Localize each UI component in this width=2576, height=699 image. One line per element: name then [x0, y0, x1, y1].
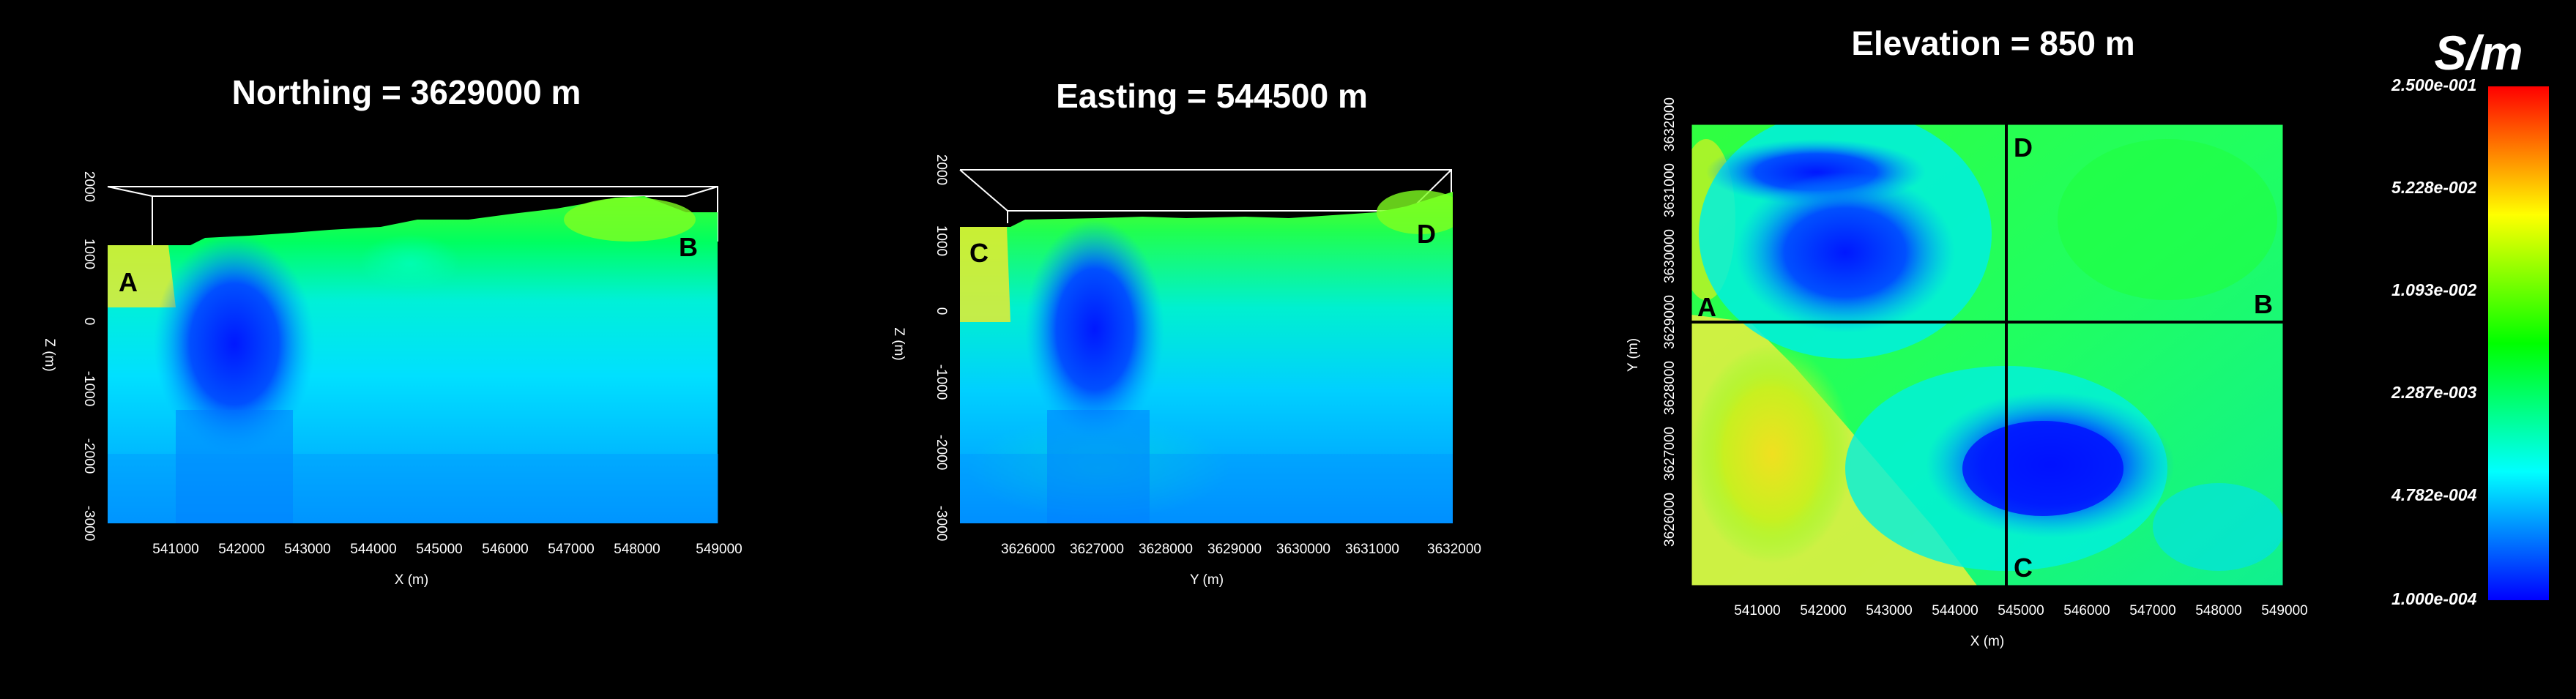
x-tick-label: 3627000	[1070, 542, 1124, 557]
panel-elevation-map: Elevation = 850 m A B C D 3626000	[1626, 24, 2308, 649]
profile-end-label-b: B	[679, 232, 698, 262]
y-tick-label: 3629000	[1662, 295, 1678, 349]
y-tick-label: 3628000	[1662, 361, 1678, 415]
x-tick-label: 543000	[1866, 603, 1912, 618]
x-tick-label: 545000	[416, 542, 462, 557]
y-tick-label: -2000	[934, 435, 949, 471]
x-tick-label: 547000	[548, 542, 594, 557]
colorbar-tick-label: 1.093e-002	[2391, 280, 2477, 299]
x-tick-label: 3632000	[1427, 542, 1481, 557]
colorbar-tick-label: 4.782e-004	[2391, 485, 2477, 504]
panel1-x-ticks: 541000 542000 543000 544000 545000 54600…	[152, 542, 742, 557]
y-tick-label: 3632000	[1662, 97, 1678, 152]
x-tick-label: 541000	[1734, 603, 1780, 618]
panel3-map-frame	[1691, 124, 2284, 586]
x-tick-label: 3631000	[1345, 542, 1399, 557]
panel2-x-axis-label: Y (m)	[1190, 572, 1224, 588]
x-tick-label: 548000	[2195, 603, 2241, 618]
x-tick-label: 545000	[1998, 603, 2044, 618]
y-tick-label: 3631000	[1662, 163, 1678, 217]
panel2-box-outline	[960, 169, 1452, 212]
map-label-c: C	[2014, 553, 2033, 583]
profile-end-label-d: D	[1417, 219, 1436, 249]
panel3-y-ticks: 3626000 3627000 3628000 3629000 3630000 …	[1662, 97, 1678, 547]
panel3-x-axis-label: X (m)	[1970, 634, 2004, 649]
colorbar-tick-label: 5.228e-002	[2391, 178, 2477, 197]
x-tick-label: 3630000	[1276, 542, 1330, 557]
panel1-y-ticks: 2000 1000 0 -1000 -2000 -3000	[81, 171, 97, 541]
panel2-y-ticks: 2000 1000 0 -1000 -2000 -3000	[934, 154, 949, 541]
x-tick-label: 547000	[2129, 603, 2175, 618]
x-tick-label: 544000	[350, 542, 396, 557]
y-tick-label: 2000	[81, 171, 97, 202]
y-tick-label: 3630000	[1662, 229, 1678, 283]
map-label-b: B	[2254, 289, 2273, 319]
colorbar-gradient	[2488, 86, 2549, 600]
panel3-x-ticks: 541000 542000 543000 544000 545000 54600…	[1734, 603, 2307, 618]
x-tick-label: 546000	[482, 542, 528, 557]
x-tick-label: 544000	[1932, 603, 1978, 618]
y-tick-label: -1000	[934, 365, 949, 400]
panel1-title: Northing = 3629000 m	[232, 73, 581, 111]
profile-end-label-c: C	[969, 238, 989, 268]
x-tick-label: 549000	[696, 542, 742, 557]
x-tick-label: 546000	[2063, 603, 2110, 618]
y-tick-label: 3626000	[1662, 493, 1678, 547]
y-tick-label: 3627000	[1662, 427, 1678, 481]
panel1-x-axis-label: X (m)	[395, 572, 428, 588]
x-tick-label: 3628000	[1139, 542, 1193, 557]
y-tick-label: -3000	[81, 506, 97, 542]
colorbar-unit: S/m	[2434, 26, 2523, 80]
panel-easting-section: Easting = 544500 m 2000 1000 0 -1000 -20…	[891, 77, 1481, 588]
panel3-y-axis-label: Y (m)	[1626, 338, 1641, 372]
x-tick-label: 543000	[284, 542, 330, 557]
y-tick-label: -2000	[81, 438, 97, 474]
panel2-y-axis-label: Z (m)	[891, 327, 907, 360]
panel2-box-edge	[959, 169, 1008, 212]
panel3-title: Elevation = 850 m	[1851, 24, 2134, 62]
panel1-box-edge	[685, 186, 718, 197]
x-tick-label: 542000	[1800, 603, 1846, 618]
x-tick-label: 3626000	[1001, 542, 1055, 557]
colorbar-tick-label: 2.287e-003	[2391, 383, 2477, 402]
y-tick-label: 0	[81, 318, 97, 326]
y-tick-label: -1000	[81, 371, 97, 407]
map-label-a: A	[1697, 292, 1716, 322]
panel2-title: Easting = 544500 m	[1056, 77, 1368, 115]
x-tick-label: 549000	[2261, 603, 2307, 618]
y-tick-label: 2000	[934, 154, 949, 185]
panel1-section-image	[108, 196, 718, 523]
panel-northing-section: Northing = 3629000 m 2000 1000 0 -1000 -…	[42, 73, 742, 588]
map-label-d: D	[2014, 132, 2033, 162]
panel1-y-axis-label: Z (m)	[42, 338, 57, 371]
panel2-section-image	[960, 190, 1453, 523]
x-tick-label: 542000	[218, 542, 264, 557]
y-tick-label: 1000	[81, 239, 97, 269]
colorbar-tick-label: 1.000e-004	[2391, 589, 2477, 608]
y-tick-label: 1000	[934, 225, 949, 256]
panel1-box-edge	[107, 186, 153, 197]
y-tick-label: 0	[934, 307, 949, 315]
x-tick-label: 541000	[152, 542, 198, 557]
panel2-x-ticks: 3626000 3627000 3628000 3629000 3630000 …	[1001, 542, 1481, 557]
x-tick-label: 548000	[614, 542, 660, 557]
colorbar: S/m 2.500e-001 5.228e-002 1.093e-002 2.2…	[2391, 26, 2549, 608]
x-tick-label: 3629000	[1207, 542, 1262, 557]
y-tick-label: -3000	[934, 506, 949, 542]
panel3-map-image	[1691, 124, 2283, 586]
profile-end-label-a: A	[119, 267, 138, 297]
colorbar-tick-label: 2.500e-001	[2391, 75, 2476, 94]
